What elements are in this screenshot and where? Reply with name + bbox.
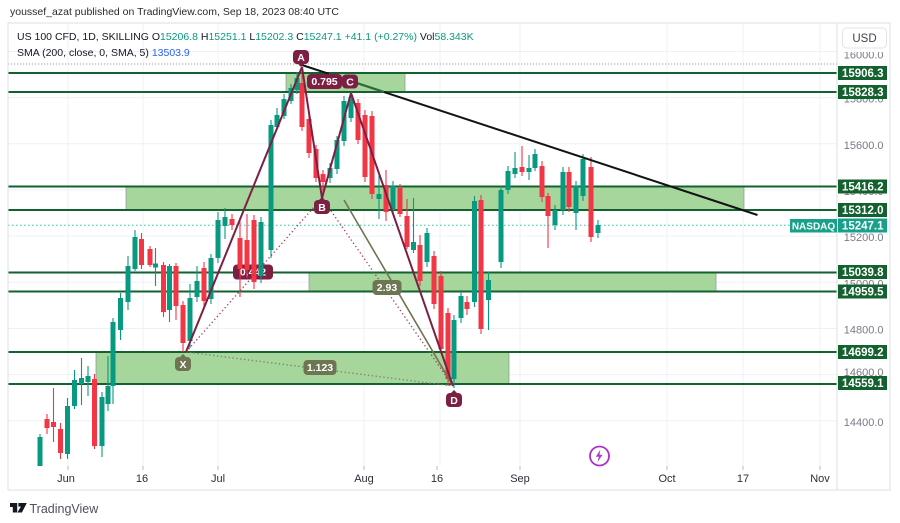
svg-text:14959.5: 14959.5 [842,287,884,299]
svg-text:15039.8: 15039.8 [842,267,884,279]
svg-text:14400.0: 14400.0 [844,417,884,429]
svg-text:1.123: 1.123 [307,362,333,374]
svg-text:X: X [179,359,186,371]
svg-text:Nov: Nov [810,473,830,485]
svg-text:C: C [346,76,354,88]
svg-text:USD: USD [852,33,876,45]
svg-text:15247.1: 15247.1 [842,221,884,233]
svg-text:15906.3: 15906.3 [842,68,884,80]
svg-text:D: D [450,395,458,407]
svg-text:15828.3: 15828.3 [842,87,884,99]
svg-text:Jun: Jun [57,473,75,485]
svg-text:2.93: 2.93 [377,282,398,294]
svg-text:A: A [297,52,305,64]
svg-text:US 100 CFD, 1D, SKILLING O152: US 100 CFD, 1D, SKILLING O15206.8 H15251… [17,31,474,43]
svg-text:15416.2: 15416.2 [842,182,884,194]
svg-text:TradingView: TradingView [30,502,100,516]
svg-text:17: 17 [737,473,749,485]
svg-text:15312.0: 15312.0 [842,205,884,217]
svg-text:14559.1: 14559.1 [842,378,884,390]
svg-text:Sep: Sep [510,473,530,485]
svg-text:0.795: 0.795 [311,76,337,88]
svg-text:15200.0: 15200.0 [844,232,884,244]
svg-text:Jul: Jul [211,473,225,485]
svg-text:Aug: Aug [354,473,374,485]
svg-text:15600.0: 15600.0 [844,140,884,152]
svg-text:SMA (200, close, 0, SMA, 5) 1: SMA (200, close, 0, SMA, 5) 13503.9 [17,47,190,59]
svg-text:16: 16 [136,473,148,485]
svg-text:Oct: Oct [658,473,675,485]
svg-text:youssef_azat published on Trad: youssef_azat published on TradingView.co… [10,6,339,18]
svg-text:16: 16 [431,473,443,485]
svg-text:16000.0: 16000.0 [844,50,884,62]
svg-text:14800.0: 14800.0 [844,325,884,337]
svg-text:NASDAQ: NASDAQ [792,222,836,233]
svg-text:B: B [318,202,326,214]
svg-text:14699.2: 14699.2 [842,347,884,359]
